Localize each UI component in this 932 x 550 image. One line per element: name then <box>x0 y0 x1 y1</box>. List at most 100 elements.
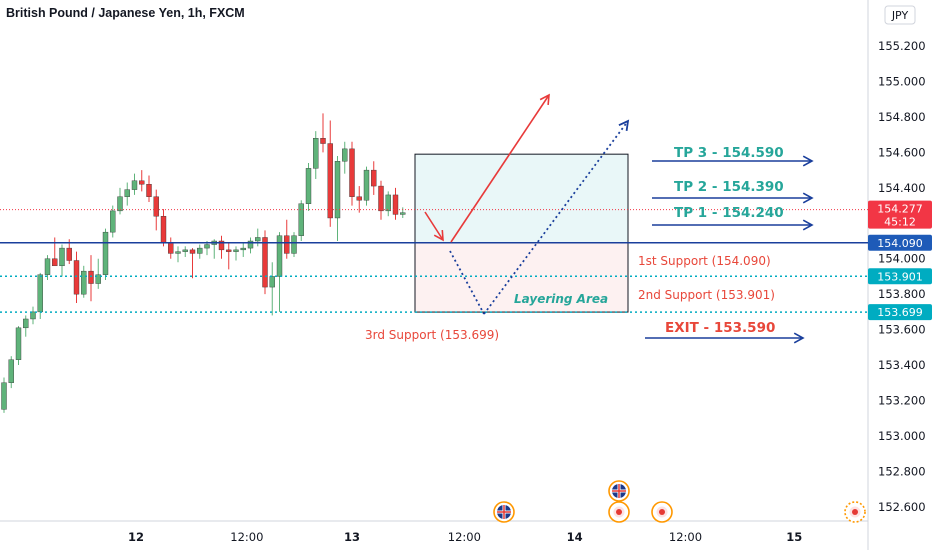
countdown-tag-text: 45:12 <box>884 216 916 229</box>
candle-body <box>117 196 123 212</box>
candle-body <box>95 274 101 284</box>
tp3-label: TP 3 - 154.590 <box>674 145 784 161</box>
candle-body <box>59 247 65 267</box>
candle-body <box>255 237 261 242</box>
candle-body <box>262 237 268 288</box>
event-icons <box>493 480 866 523</box>
current-price-tag-text: 154.277 <box>877 203 923 216</box>
candle-body <box>371 169 377 187</box>
candle-body <box>182 249 188 252</box>
y-tick-label: 152.800 <box>878 464 926 478</box>
annotations: TP 3 - 154.590 TP 2 - 154.390 TP 1 - 154.2… <box>365 93 814 344</box>
candle-body <box>37 274 43 313</box>
candle-body <box>102 231 109 275</box>
candle-body <box>175 251 181 254</box>
candle-body <box>131 180 138 190</box>
red-down-arrow-head <box>433 229 444 242</box>
candle-body <box>30 311 36 320</box>
candle-body <box>378 185 384 212</box>
x-tick-label: 13 <box>344 530 360 544</box>
support-2-tag-text: 153.901 <box>877 270 923 283</box>
candle-body <box>247 240 254 249</box>
candle-body <box>160 215 167 243</box>
candle-body <box>349 148 355 197</box>
candle-body <box>168 242 174 254</box>
tp2-label: TP 2 - 154.390 <box>674 179 784 195</box>
level-lines <box>0 209 868 313</box>
red-down-arrow-shaft <box>424 211 444 241</box>
candle-body <box>8 359 14 383</box>
y-tick-label: 155.000 <box>878 75 926 89</box>
exit-arrow-head <box>793 332 805 344</box>
candle-body <box>73 260 80 295</box>
y-tick-label: 154.600 <box>878 145 926 159</box>
candle-body <box>269 276 275 288</box>
tp3-arrow-head <box>802 155 814 167</box>
y-tick-label: 153.600 <box>878 323 926 337</box>
y-tick-label: 153.200 <box>878 393 926 407</box>
blue-dotted-up-shaft <box>483 120 629 315</box>
candle-body <box>385 194 391 212</box>
red-up-arrow-shaft <box>450 94 550 243</box>
candle-body <box>1 382 7 410</box>
candle-body <box>88 270 94 284</box>
candle-body <box>139 180 145 185</box>
exit-label: EXIT - 153.590 <box>665 320 775 336</box>
layering-zone <box>414 153 629 313</box>
jp-event-icon-dot <box>616 509 622 515</box>
support-1-label: 1st Support (154.090) <box>638 254 771 268</box>
candle-body <box>15 327 22 360</box>
red-up-arrow-head <box>539 93 550 106</box>
y-tick-label: 154.800 <box>878 110 926 124</box>
support-1-tag-text: 154.090 <box>877 237 923 250</box>
candle-body <box>400 212 406 215</box>
candle-body <box>276 235 283 277</box>
candle-body <box>226 249 232 252</box>
candle-body <box>110 210 116 233</box>
candle-body <box>146 184 152 197</box>
candle-body <box>153 196 159 217</box>
x-tick-label: 12:00 <box>448 530 481 544</box>
candle-body <box>284 235 290 254</box>
y-tick-label: 154.400 <box>878 181 926 195</box>
blue-dotted-down <box>449 250 485 315</box>
candle-body <box>66 247 72 261</box>
x-tick-label: 14 <box>567 530 583 544</box>
support-3-tag-box <box>868 304 932 321</box>
candle-body <box>313 138 319 169</box>
y-tick-label: 153.400 <box>878 358 926 372</box>
candle-body <box>240 247 246 251</box>
candle-body <box>124 189 130 197</box>
candle-body <box>363 169 370 201</box>
tp1-label: TP 1 - 154.240 <box>674 205 784 221</box>
layering-area-label: Layering Area <box>514 292 608 306</box>
candle-body <box>233 249 239 252</box>
candle-body <box>52 258 58 267</box>
candle-body <box>298 203 304 236</box>
candle-body <box>218 240 225 251</box>
x-tick-label: 12:00 <box>230 530 263 544</box>
candle-body <box>197 247 203 254</box>
support-2-label: 2nd Support (153.901) <box>638 288 775 302</box>
candle-body <box>81 270 87 295</box>
x-tick-label: 12:00 <box>669 530 702 544</box>
tp2-arrow-head <box>802 192 814 204</box>
x-tick-label: 15 <box>786 530 802 544</box>
chart-title: British Pound / Japanese Yen, 1h, FXCM <box>6 6 245 20</box>
currency-badge[interactable]: JPY <box>884 5 916 25</box>
support-3-label: 3rd Support (153.699) <box>365 328 499 342</box>
candle-body <box>305 168 312 204</box>
y-tick-label: 155.200 <box>878 39 926 53</box>
current-price-tag-box <box>868 200 932 229</box>
candle-body <box>44 258 51 275</box>
tp1-arrow-head <box>802 219 814 231</box>
x-tick-label: 12 <box>128 530 144 544</box>
candle-body <box>320 138 326 144</box>
candle-body <box>204 244 210 249</box>
candle-body <box>327 143 333 219</box>
candle-body <box>356 196 362 201</box>
support-3-tag-text: 153.699 <box>877 306 923 319</box>
candle-body <box>189 249 196 254</box>
